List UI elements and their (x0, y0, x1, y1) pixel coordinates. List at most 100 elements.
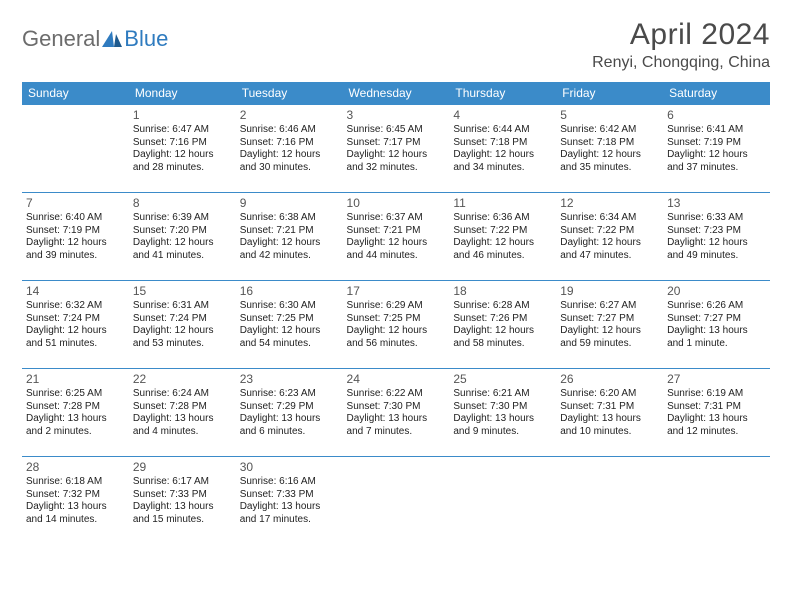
sunrise-line: Sunrise: 6:31 AM (133, 300, 232, 313)
day-number: 10 (347, 196, 446, 211)
calendar-cell: 27Sunrise: 6:19 AMSunset: 7:31 PMDayligh… (663, 369, 770, 457)
day-number: 29 (133, 460, 232, 475)
daylight-line: Daylight: 13 hours and 9 minutes. (453, 413, 552, 438)
day-number: 8 (133, 196, 232, 211)
daylight-line: Daylight: 12 hours and 54 minutes. (240, 325, 339, 350)
sunset-line: Sunset: 7:21 PM (347, 225, 446, 238)
daylight-line: Daylight: 13 hours and 7 minutes. (347, 413, 446, 438)
daylight-line: Daylight: 13 hours and 15 minutes. (133, 501, 232, 526)
daylight-line: Daylight: 12 hours and 56 minutes. (347, 325, 446, 350)
sunset-line: Sunset: 7:17 PM (347, 137, 446, 150)
sunrise-line: Sunrise: 6:41 AM (667, 124, 766, 137)
daylight-line: Daylight: 12 hours and 34 minutes. (453, 149, 552, 174)
month-title: April 2024 (592, 18, 770, 52)
calendar-cell: 24Sunrise: 6:22 AMSunset: 7:30 PMDayligh… (343, 369, 450, 457)
daylight-line: Daylight: 12 hours and 39 minutes. (26, 237, 125, 262)
day-header: Thursday (449, 82, 556, 105)
daylight-line: Daylight: 13 hours and 12 minutes. (667, 413, 766, 438)
calendar-cell (449, 457, 556, 545)
calendar-cell: 30Sunrise: 6:16 AMSunset: 7:33 PMDayligh… (236, 457, 343, 545)
sunset-line: Sunset: 7:26 PM (453, 313, 552, 326)
sunset-line: Sunset: 7:16 PM (240, 137, 339, 150)
calendar-page: General Blue April 2024 Renyi, Chongqing… (0, 0, 792, 563)
day-number: 23 (240, 372, 339, 387)
day-header: Monday (129, 82, 236, 105)
sunset-line: Sunset: 7:18 PM (453, 137, 552, 150)
sunrise-line: Sunrise: 6:46 AM (240, 124, 339, 137)
day-number: 5 (560, 108, 659, 123)
sunset-line: Sunset: 7:19 PM (667, 137, 766, 150)
calendar-head: SundayMondayTuesdayWednesdayThursdayFrid… (22, 82, 770, 105)
sunrise-line: Sunrise: 6:21 AM (453, 388, 552, 401)
logo: General Blue (22, 18, 168, 52)
day-number: 12 (560, 196, 659, 211)
day-number: 27 (667, 372, 766, 387)
calendar-cell: 19Sunrise: 6:27 AMSunset: 7:27 PMDayligh… (556, 281, 663, 369)
sunrise-line: Sunrise: 6:18 AM (26, 476, 125, 489)
sunset-line: Sunset: 7:31 PM (667, 401, 766, 414)
day-number: 1 (133, 108, 232, 123)
sunset-line: Sunset: 7:30 PM (453, 401, 552, 414)
day-number: 9 (240, 196, 339, 211)
sunrise-line: Sunrise: 6:20 AM (560, 388, 659, 401)
sunrise-line: Sunrise: 6:30 AM (240, 300, 339, 313)
day-number: 30 (240, 460, 339, 475)
day-number: 21 (26, 372, 125, 387)
day-header: Friday (556, 82, 663, 105)
calendar-cell (556, 457, 663, 545)
daylight-line: Daylight: 13 hours and 4 minutes. (133, 413, 232, 438)
day-number: 18 (453, 284, 552, 299)
sunrise-line: Sunrise: 6:16 AM (240, 476, 339, 489)
sunset-line: Sunset: 7:31 PM (560, 401, 659, 414)
day-number: 26 (560, 372, 659, 387)
sunrise-line: Sunrise: 6:40 AM (26, 212, 125, 225)
day-number: 22 (133, 372, 232, 387)
sunset-line: Sunset: 7:22 PM (560, 225, 659, 238)
daylight-line: Daylight: 12 hours and 53 minutes. (133, 325, 232, 350)
daylight-line: Daylight: 12 hours and 30 minutes. (240, 149, 339, 174)
calendar-week: 21Sunrise: 6:25 AMSunset: 7:28 PMDayligh… (22, 369, 770, 457)
title-block: April 2024 Renyi, Chongqing, China (592, 18, 770, 72)
day-number: 14 (26, 284, 125, 299)
calendar-body: 1Sunrise: 6:47 AMSunset: 7:16 PMDaylight… (22, 105, 770, 545)
sunset-line: Sunset: 7:21 PM (240, 225, 339, 238)
sunset-line: Sunset: 7:16 PM (133, 137, 232, 150)
sunrise-line: Sunrise: 6:28 AM (453, 300, 552, 313)
daylight-line: Daylight: 12 hours and 41 minutes. (133, 237, 232, 262)
calendar-week: 28Sunrise: 6:18 AMSunset: 7:32 PMDayligh… (22, 457, 770, 545)
calendar-cell: 21Sunrise: 6:25 AMSunset: 7:28 PMDayligh… (22, 369, 129, 457)
sunset-line: Sunset: 7:29 PM (240, 401, 339, 414)
sunrise-line: Sunrise: 6:23 AM (240, 388, 339, 401)
logo-text-blue: Blue (124, 26, 168, 52)
calendar-cell: 4Sunrise: 6:44 AMSunset: 7:18 PMDaylight… (449, 105, 556, 193)
calendar-cell: 17Sunrise: 6:29 AMSunset: 7:25 PMDayligh… (343, 281, 450, 369)
day-header: Wednesday (343, 82, 450, 105)
daylight-line: Daylight: 13 hours and 14 minutes. (26, 501, 125, 526)
sunset-line: Sunset: 7:22 PM (453, 225, 552, 238)
sunrise-line: Sunrise: 6:37 AM (347, 212, 446, 225)
day-number: 13 (667, 196, 766, 211)
day-number: 2 (240, 108, 339, 123)
daylight-line: Daylight: 12 hours and 46 minutes. (453, 237, 552, 262)
calendar-cell: 23Sunrise: 6:23 AMSunset: 7:29 PMDayligh… (236, 369, 343, 457)
sunrise-line: Sunrise: 6:39 AM (133, 212, 232, 225)
calendar-cell: 3Sunrise: 6:45 AMSunset: 7:17 PMDaylight… (343, 105, 450, 193)
calendar-cell: 10Sunrise: 6:37 AMSunset: 7:21 PMDayligh… (343, 193, 450, 281)
calendar-cell: 28Sunrise: 6:18 AMSunset: 7:32 PMDayligh… (22, 457, 129, 545)
sunset-line: Sunset: 7:20 PM (133, 225, 232, 238)
daylight-line: Daylight: 12 hours and 32 minutes. (347, 149, 446, 174)
calendar-cell: 1Sunrise: 6:47 AMSunset: 7:16 PMDaylight… (129, 105, 236, 193)
calendar-cell: 5Sunrise: 6:42 AMSunset: 7:18 PMDaylight… (556, 105, 663, 193)
calendar-cell: 26Sunrise: 6:20 AMSunset: 7:31 PMDayligh… (556, 369, 663, 457)
daylight-line: Daylight: 13 hours and 2 minutes. (26, 413, 125, 438)
location: Renyi, Chongqing, China (592, 54, 770, 72)
sunrise-line: Sunrise: 6:27 AM (560, 300, 659, 313)
sunrise-line: Sunrise: 6:22 AM (347, 388, 446, 401)
day-number: 16 (240, 284, 339, 299)
day-number: 4 (453, 108, 552, 123)
daylight-line: Daylight: 12 hours and 58 minutes. (453, 325, 552, 350)
calendar-cell: 8Sunrise: 6:39 AMSunset: 7:20 PMDaylight… (129, 193, 236, 281)
sunrise-line: Sunrise: 6:32 AM (26, 300, 125, 313)
day-header: Tuesday (236, 82, 343, 105)
calendar-table: SundayMondayTuesdayWednesdayThursdayFrid… (22, 82, 770, 545)
